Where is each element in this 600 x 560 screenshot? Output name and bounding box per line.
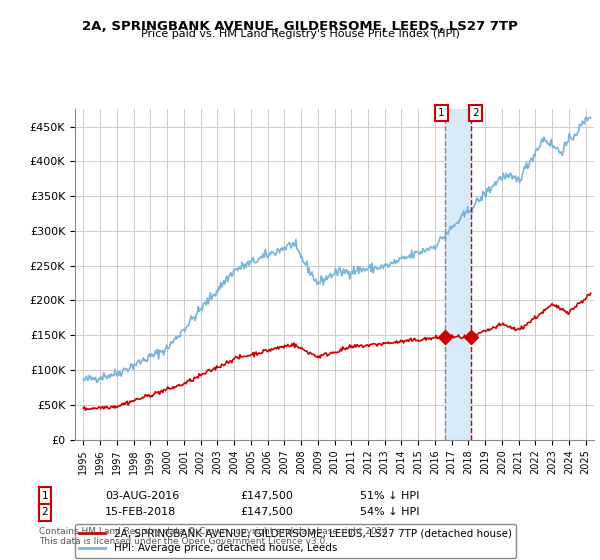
Text: 54% ↓ HPI: 54% ↓ HPI	[360, 507, 419, 517]
Text: 2A, SPRINGBANK AVENUE, GILDERSOME, LEEDS, LS27 7TP: 2A, SPRINGBANK AVENUE, GILDERSOME, LEEDS…	[82, 20, 518, 32]
Text: 2: 2	[472, 108, 479, 118]
Text: Contains HM Land Registry data © Crown copyright and database right 2024.
This d: Contains HM Land Registry data © Crown c…	[39, 527, 391, 546]
Text: 1: 1	[41, 491, 49, 501]
Text: £147,500: £147,500	[240, 491, 293, 501]
Text: 51% ↓ HPI: 51% ↓ HPI	[360, 491, 419, 501]
Text: 03-AUG-2016: 03-AUG-2016	[105, 491, 179, 501]
Text: 15-FEB-2018: 15-FEB-2018	[105, 507, 176, 517]
Text: Price paid vs. HM Land Registry's House Price Index (HPI): Price paid vs. HM Land Registry's House …	[140, 29, 460, 39]
Text: 2: 2	[41, 507, 49, 517]
Bar	[445, 109, 470, 440]
Text: £147,500: £147,500	[240, 507, 293, 517]
Legend: 2A, SPRINGBANK AVENUE, GILDERSOME, LEEDS, LS27 7TP (detached house), HPI: Averag: 2A, SPRINGBANK AVENUE, GILDERSOME, LEEDS…	[75, 524, 516, 558]
Text: 1: 1	[438, 108, 445, 118]
